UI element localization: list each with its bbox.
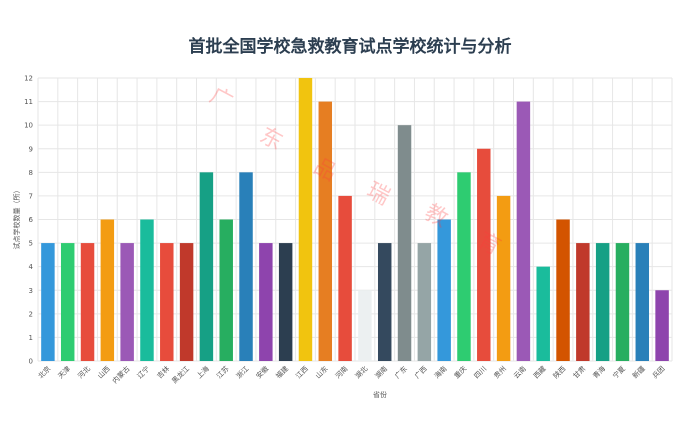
bar bbox=[496, 195, 511, 361]
bar bbox=[477, 148, 491, 361]
x-tick-label: 安徽 bbox=[254, 364, 270, 380]
x-tick-label: 青海 bbox=[591, 364, 607, 380]
x-tick-label: 山东 bbox=[313, 364, 329, 380]
x-tick-label: 山西 bbox=[95, 364, 111, 380]
x-tick-label: 四川 bbox=[473, 365, 489, 381]
bar bbox=[576, 243, 590, 361]
x-tick-label: 广西 bbox=[412, 364, 428, 380]
bar bbox=[179, 243, 194, 361]
x-tick-label: 海南 bbox=[432, 364, 448, 380]
bar bbox=[437, 219, 451, 361]
watermark-char: 东 bbox=[255, 123, 286, 155]
x-tick-label: 云南 bbox=[512, 364, 528, 380]
y-tick-label: 11 bbox=[24, 98, 33, 106]
x-tick-label: 上海 bbox=[195, 364, 211, 380]
x-tick-label: 福建 bbox=[274, 364, 290, 380]
bar bbox=[516, 101, 531, 361]
bar bbox=[278, 243, 293, 361]
chart-title: 首批全国学校急救教育试点学校统计与分析 bbox=[189, 36, 512, 57]
x-tick-label: 甘肃 bbox=[571, 364, 587, 380]
y-tick-label: 2 bbox=[29, 310, 33, 318]
bar bbox=[80, 243, 95, 361]
y-axis-label: 试点学校数量（所） bbox=[12, 187, 21, 250]
bar bbox=[60, 243, 75, 361]
bar bbox=[120, 243, 134, 361]
y-tick-label: 9 bbox=[29, 145, 33, 153]
x-tick-label: 天津 bbox=[57, 365, 73, 381]
x-tick-label: 浙江 bbox=[234, 364, 250, 380]
x-tick-label: 西藏 bbox=[531, 364, 547, 380]
y-tick-label: 3 bbox=[29, 287, 33, 295]
bar bbox=[160, 243, 174, 361]
bar bbox=[41, 243, 55, 361]
x-axis-label: 省份 bbox=[373, 390, 387, 399]
bar bbox=[219, 219, 233, 361]
y-tick-label: 1 bbox=[29, 334, 33, 342]
x-tick-label: 吉林 bbox=[155, 364, 171, 380]
x-axis-ticks: 北京 天津 河北 山西 内蒙古 辽宁 吉林 黑龙江 上海 江苏 浙江 安徽 福建 江西 山东 河南 湖北 湖南 广东… bbox=[36, 364, 666, 385]
bar bbox=[239, 172, 253, 361]
x-tick-label: 内蒙古 bbox=[110, 364, 131, 385]
bar bbox=[199, 172, 214, 361]
x-tick-label: 北京 bbox=[36, 364, 52, 380]
bar bbox=[377, 243, 392, 361]
x-tick-label: 江西 bbox=[294, 365, 310, 381]
x-tick-label: 广东 bbox=[393, 364, 409, 380]
x-tick-label: 贵州 bbox=[492, 364, 508, 380]
y-tick-label: 5 bbox=[29, 240, 33, 248]
x-tick-label: 河南 bbox=[333, 364, 349, 380]
x-tick-label: 兵团 bbox=[650, 364, 666, 380]
watermark-char: 品 bbox=[309, 154, 340, 186]
y-tick-label: 6 bbox=[29, 216, 34, 224]
bar bbox=[298, 78, 313, 361]
bar bbox=[635, 243, 650, 361]
y-tick-label: 4 bbox=[29, 263, 34, 271]
x-tick-label: 陕西 bbox=[551, 364, 567, 380]
bar bbox=[536, 266, 550, 361]
y-tick-label: 10 bbox=[24, 122, 33, 130]
bar bbox=[259, 243, 273, 361]
bar bbox=[358, 290, 372, 361]
y-tick-label: 0 bbox=[29, 358, 33, 366]
bar bbox=[457, 172, 471, 361]
x-tick-label: 黑龙江 bbox=[170, 364, 191, 385]
bar bbox=[655, 290, 669, 361]
x-tick-label: 湖南 bbox=[373, 364, 389, 380]
y-tick-label: 8 bbox=[29, 169, 33, 177]
bar bbox=[556, 219, 570, 361]
bar bbox=[140, 219, 154, 361]
bars bbox=[41, 78, 669, 362]
x-tick-label: 河北 bbox=[76, 365, 92, 381]
y-tick-label: 12 bbox=[24, 75, 33, 83]
watermark-char: 广 bbox=[205, 83, 236, 115]
x-tick-label: 宁夏 bbox=[611, 364, 627, 380]
x-tick-label: 湖北 bbox=[353, 364, 369, 380]
y-tick-label: 7 bbox=[29, 192, 33, 200]
bar bbox=[318, 101, 333, 361]
bar bbox=[615, 243, 630, 361]
x-tick-label: 江苏 bbox=[214, 364, 230, 380]
x-tick-label: 重庆 bbox=[452, 364, 468, 380]
bar bbox=[417, 243, 432, 361]
x-tick-label: 新疆 bbox=[630, 364, 646, 380]
bar bbox=[397, 125, 412, 362]
bar bbox=[338, 195, 352, 361]
bar bbox=[595, 243, 610, 361]
watermark-char: 瑞 bbox=[362, 178, 393, 210]
x-tick-label: 辽宁 bbox=[135, 364, 151, 380]
bar bbox=[100, 219, 115, 361]
